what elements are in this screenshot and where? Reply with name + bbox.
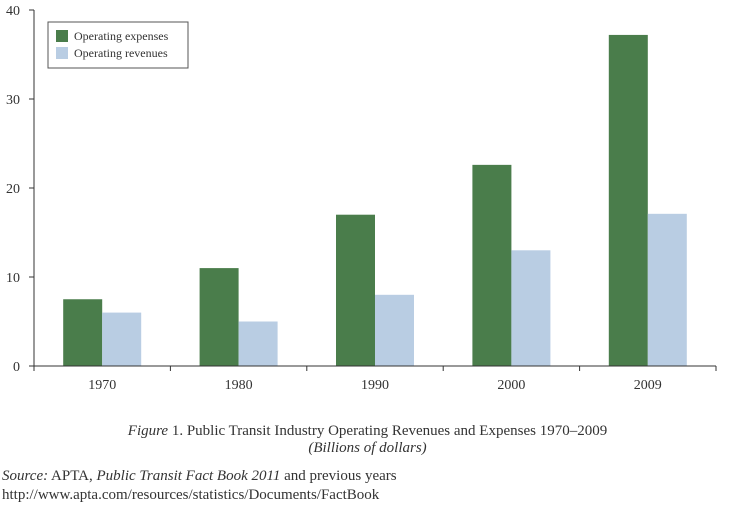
source-label: Source:: [2, 468, 49, 484]
y-tick-label: 30: [6, 93, 20, 108]
bar-operating-revenues-2009: [647, 213, 687, 366]
x-axis-tick-labels: 1970 1980 1990 2000 2009: [88, 378, 662, 393]
x-tick-label: 1980: [225, 378, 253, 393]
source-book: Public Transit Fact Book 2011: [96, 468, 281, 484]
source-org: APTA,: [48, 468, 97, 484]
figure-caption-title: Figure 1. Public Transit Industry Operat…: [0, 423, 735, 440]
figure-title-text: 1. Public Transit Industry Operating Rev…: [168, 423, 608, 439]
y-tick-label: 40: [6, 4, 20, 19]
bar-operating-expenses-1980: [199, 268, 239, 366]
bar-operating-revenues-1980: [238, 321, 278, 366]
legend-label: Operating revenues: [74, 46, 168, 60]
legend-swatch: [56, 47, 68, 59]
source-url: http://www.apta.com/resources/statistics…: [2, 487, 380, 503]
bar-operating-revenues-1990: [375, 294, 414, 366]
x-axis-ticks: [33, 366, 717, 371]
legend: Operating expenses Operating revenues: [47, 21, 189, 69]
figure-word: Figure: [127, 423, 169, 439]
bars-group: [63, 34, 687, 367]
y-axis-tick-labels: 0 10 20 30 40: [6, 4, 20, 375]
bar-operating-expenses-1970: [63, 299, 103, 366]
x-tick-label: 1970: [88, 378, 116, 393]
bar-operating-expenses-2009: [608, 34, 648, 367]
figure-caption-units: (Billions of dollars): [308, 440, 427, 456]
x-tick-label: 1990: [361, 378, 389, 393]
y-tick-label: 10: [6, 271, 20, 286]
y-tick-label: 20: [6, 182, 20, 197]
source-line: Source: APTA, Public Transit Fact Book 2…: [2, 468, 397, 485]
x-tick-label: 2009: [634, 378, 662, 393]
bar-operating-expenses-2000: [472, 164, 512, 366]
legend-swatch: [56, 30, 68, 42]
bar-operating-revenues-1970: [102, 312, 142, 366]
bar-operating-revenues-2000: [511, 250, 551, 366]
legend-label: Operating expenses: [74, 29, 169, 43]
y-tick-label: 0: [13, 360, 20, 375]
x-tick-label: 2000: [497, 378, 525, 393]
legend-box: [47, 21, 189, 69]
bar-chart: 0 10 20 30 40 1970 1980 1990 2000 2009 Operating…: [6, 4, 717, 393]
source-rest: and previous years: [280, 468, 397, 484]
y-axis-ticks: [29, 9, 34, 367]
bar-operating-expenses-1990: [336, 214, 375, 366]
